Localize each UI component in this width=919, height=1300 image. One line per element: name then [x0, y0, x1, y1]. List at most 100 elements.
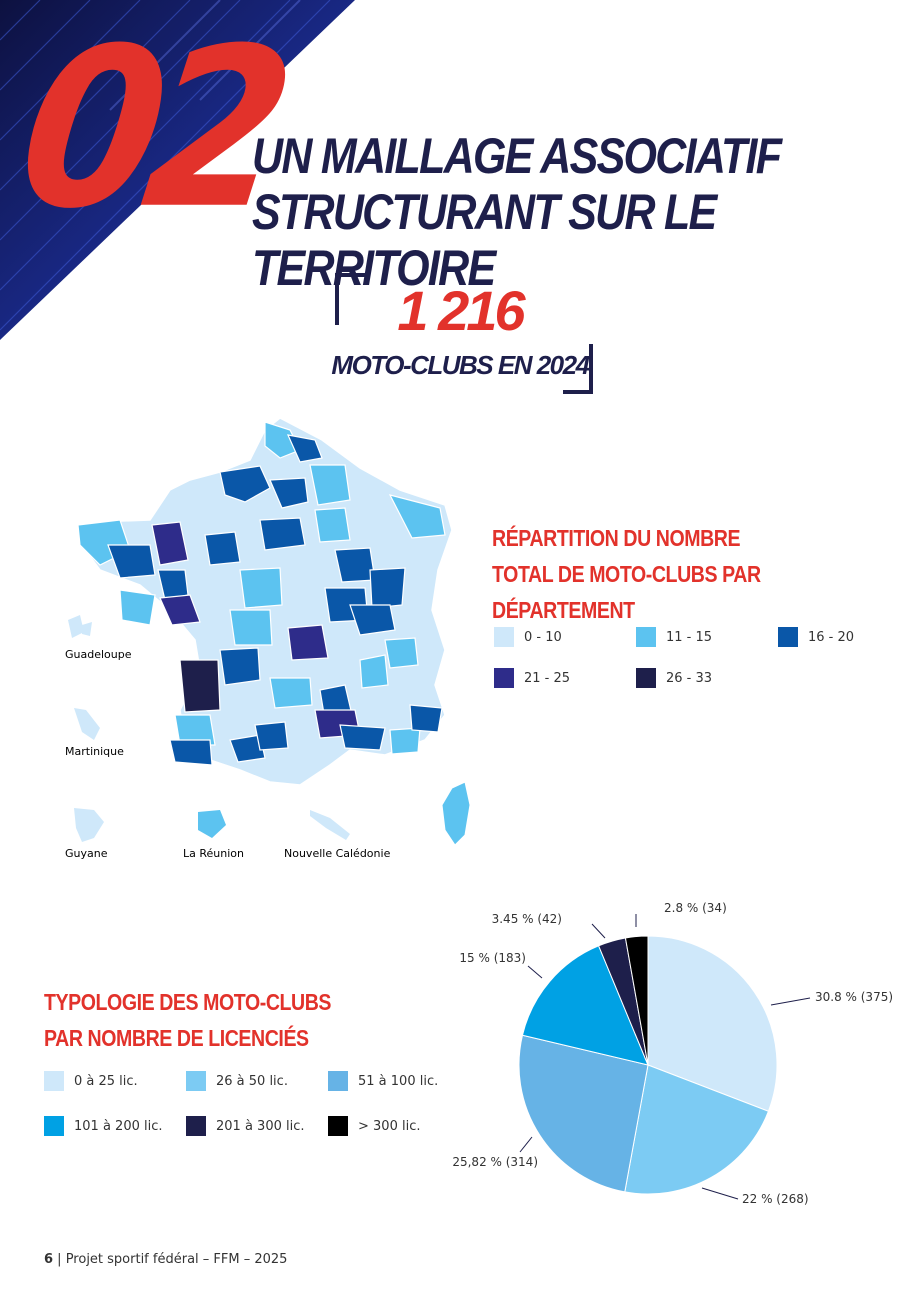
legend-swatch: [636, 627, 656, 647]
map-guadeloupe: [68, 615, 92, 638]
pie-data-label: 3.45 % (42): [492, 912, 562, 926]
pie-leader-line: [770, 997, 811, 1006]
map-reunion: [198, 810, 226, 838]
typology-title-line1: TYPOLOGIE DES MOTO-CLUBS: [44, 989, 332, 1015]
typology-pie-chart: 30.8 % (375) 22 % (268) 25,82 % (314) 15 % …: [452, 901, 893, 1206]
pie-slice: [647, 935, 778, 1112]
typology-legend-item: > 300 lic.: [328, 1116, 420, 1136]
legend-swatch: [636, 668, 656, 688]
map-region: [229, 609, 273, 646]
typology-legend-item: 101 à 200 lic.: [44, 1116, 163, 1136]
map-region: [359, 654, 389, 689]
typology-section-title: TYPOLOGIE DES MOTO-CLUBS PAR NOMBRE DE L…: [44, 984, 350, 1056]
stat-value: 1 216: [397, 279, 525, 342]
map-region: [409, 704, 443, 733]
map-region: [384, 637, 419, 669]
map-region: [179, 659, 221, 713]
pie-slice: [624, 935, 649, 1066]
legend-label: 101 à 200 lic.: [74, 1118, 163, 1134]
map-region: [219, 647, 261, 686]
map-region: [169, 739, 213, 766]
pie-data-label: 30.8 % (375): [815, 990, 893, 1004]
map-region: [259, 517, 306, 551]
pie-slice: [624, 1064, 770, 1195]
pie-data-label: 22 % (268): [742, 1192, 809, 1206]
map-region: [334, 547, 376, 583]
map-region: [204, 531, 241, 566]
section-number: 02: [6, 1, 293, 258]
pie-leader-line: [701, 1187, 739, 1200]
page-footer: 6 | Projet sportif fédéral – FFM – 2025: [44, 1252, 287, 1267]
label-nouvelle-caledonie: Nouvelle Calédonie: [284, 847, 391, 860]
footer-text: | Projet sportif fédéral – FFM – 2025: [53, 1252, 288, 1267]
typology-legend-item: 201 à 300 lic.: [186, 1116, 305, 1136]
map-region: [219, 465, 271, 503]
legend-label: 21 - 25: [524, 670, 571, 686]
map-region: [349, 604, 396, 636]
map-region: [119, 589, 156, 626]
legend-label: 11 - 15: [666, 629, 713, 645]
typology-title-line2: PAR NOMBRE DE LICENCIÉS: [44, 1025, 309, 1051]
map-region: [309, 464, 351, 506]
map-region: [339, 724, 386, 751]
pie-slice: [521, 945, 649, 1066]
page-title: UN MAILLAGE ASSOCIATIF STRUCTURANT SUR L…: [252, 128, 802, 296]
map-region: [107, 544, 156, 579]
map-legend-item: 26 - 33: [636, 668, 712, 688]
legend-label: 51 à 100 lic.: [358, 1073, 439, 1089]
map-section-title-line2: TOTAL DE MOTO-CLUBS PAR DÉPARTEMENT: [492, 561, 761, 623]
map-region: [239, 567, 283, 609]
pie-data-label: 25,82 % (314): [452, 1155, 538, 1169]
map-legend-item: 16 - 20: [778, 627, 854, 647]
legend-swatch: [186, 1116, 206, 1136]
map-region: [314, 507, 351, 543]
legend-swatch: [44, 1116, 64, 1136]
map-region: [287, 624, 329, 661]
pie-leader-line: [527, 965, 543, 979]
legend-label: 0 à 25 lic.: [74, 1073, 138, 1089]
typology-legend-item: 0 à 25 lic.: [44, 1071, 138, 1091]
legend-swatch: [778, 627, 798, 647]
map-martinique: [74, 708, 100, 740]
map-section-title-line1: RÉPARTITION DU NOMBRE: [492, 525, 741, 551]
pie-data-label: 15 % (183): [459, 951, 526, 965]
map-legend-item: 11 - 15: [636, 627, 712, 647]
page-title-line1: UN MAILLAGE ASSOCIATIF: [252, 128, 782, 184]
map-region: [269, 677, 313, 709]
map-region: [151, 521, 189, 566]
legend-swatch: [494, 627, 514, 647]
map-region: [369, 567, 406, 609]
legend-swatch: [44, 1071, 64, 1091]
map-legend-item: 21 - 25: [494, 668, 570, 688]
page-title-line2: STRUCTURANT SUR LE TERRITOIRE: [252, 184, 717, 296]
label-guyane: Guyane: [65, 847, 108, 860]
stat-label: MOTO-CLUBS EN 2024: [331, 350, 590, 380]
legend-swatch: [494, 668, 514, 688]
france-department-map: Guadeloupe Martinique Guyane La Réunion …: [65, 417, 471, 860]
map-guyane: [74, 808, 104, 842]
legend-label: 201 à 300 lic.: [216, 1118, 305, 1134]
map-region: [229, 734, 266, 763]
map-region: [269, 477, 309, 509]
legend-label: 26 - 33: [666, 670, 713, 686]
legend-swatch: [328, 1116, 348, 1136]
pie-slice: [518, 1034, 649, 1193]
map-region: [388, 494, 446, 539]
page-number: 6: [44, 1252, 54, 1267]
label-martinique: Martinique: [65, 745, 124, 758]
map-legend-item: 0 - 10: [494, 627, 562, 647]
map-region: [389, 727, 421, 755]
legend-swatch: [328, 1071, 348, 1091]
map-corsica: [441, 781, 471, 846]
stat-bracket-bottom-right: [563, 344, 593, 394]
map-region: [159, 594, 201, 626]
stat-bracket-top-left: [335, 273, 365, 325]
map-nouvelle-caledonie: [310, 810, 350, 840]
label-guadeloupe: Guadeloupe: [65, 648, 132, 661]
typology-legend-item: 51 à 100 lic.: [328, 1071, 438, 1091]
legend-label: 16 - 20: [808, 629, 855, 645]
typology-legend-item: 26 à 50 lic.: [186, 1071, 288, 1091]
legend-label: 0 - 10: [524, 629, 562, 645]
legend-label: > 300 lic.: [358, 1118, 421, 1134]
label-reunion: La Réunion: [183, 847, 244, 860]
